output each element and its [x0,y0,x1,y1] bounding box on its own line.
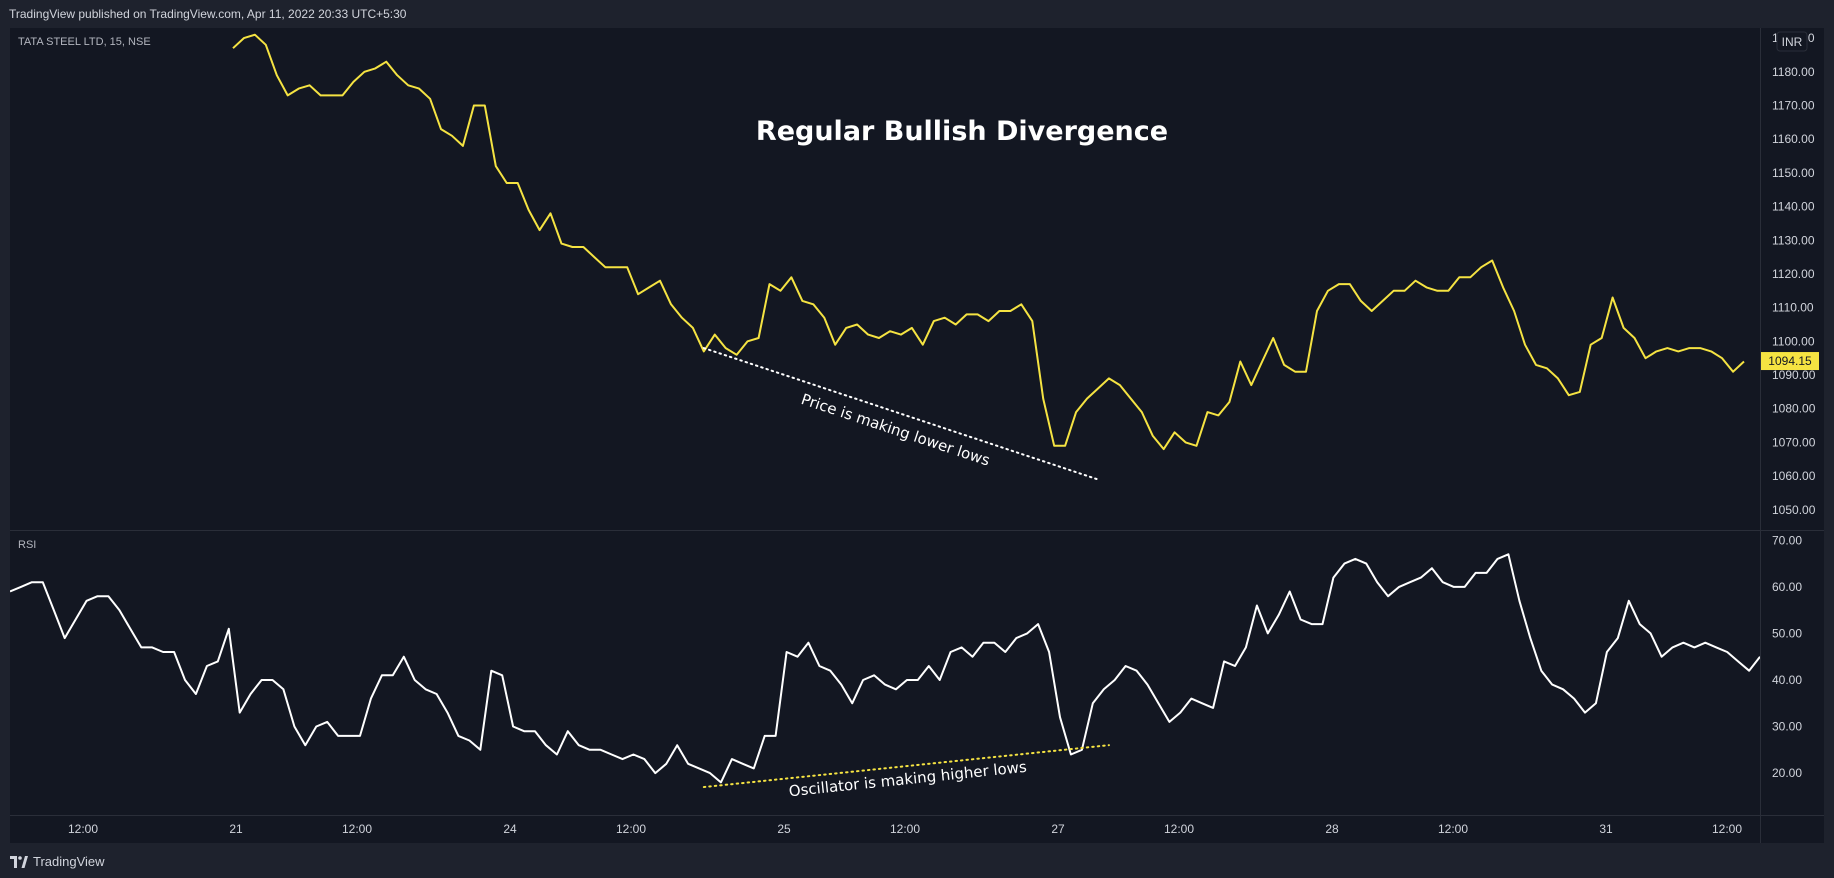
price-tick-label: 1090.00 [1772,368,1816,382]
last-price-label: 1094.15 [1768,354,1812,368]
time-tick-label: 28 [1325,822,1339,836]
tradingview-logo[interactable]: TradingView [10,854,105,869]
time-tick-label: 12:00 [342,822,372,836]
price-tick-label: 1150.00 [1772,166,1815,180]
price-axis[interactable] [1760,28,1824,815]
price-tick-label: 1130.00 [1772,233,1815,247]
time-tick-label: 27 [1051,822,1065,836]
time-tick-label: 12:00 [890,822,920,836]
price-tick-label: 1100.00 [1772,334,1815,348]
time-axis[interactable] [10,815,1824,843]
rsi-tick-label: 30.00 [1772,720,1802,734]
footer-brand-label: TradingView [33,854,105,869]
tradingview-logo-icon [10,855,28,868]
rsi-tick-label: 20.00 [1772,766,1802,780]
price-tick-label: 1070.00 [1772,435,1816,449]
time-tick-label: 12:00 [1438,822,1468,836]
price-tick-label: 1120.00 [1772,267,1815,281]
currency-badge-label: INR [1782,35,1803,49]
rsi-pane-label: RSI [18,539,36,551]
price-series[interactable] [232,33,1745,451]
chart-title: Regular Bullish Divergence [756,116,1168,147]
price-divergence-trendline[interactable] [702,347,1099,481]
footer-bar: TradingView [0,846,1834,878]
time-tick-label: 21 [229,822,243,836]
time-tick-label: 12:00 [1164,822,1194,836]
price-tick-label: 1160.00 [1772,132,1815,146]
time-tick-label: 25 [777,822,791,836]
price-pane[interactable] [10,28,1760,530]
rsi-divergence-trendline[interactable] [702,744,1110,789]
rsi-series[interactable] [9,553,1760,784]
time-tick-label: 12:00 [68,822,98,836]
rsi-line[interactable] [10,553,1760,784]
price-tick-label: 1140.00 [1772,200,1815,214]
publish-header: TradingView published on TradingView.com… [0,0,1834,28]
currency-badge[interactable] [1776,31,1808,52]
time-tick-label: 12:00 [1712,822,1742,836]
publish-info-text: TradingView published on TradingView.com… [9,7,407,21]
price-tick-label: 1170.00 [1772,98,1815,112]
price-tick-label: 1060.00 [1772,469,1816,483]
price-line[interactable] [232,33,1745,451]
rsi-tick-label: 60.00 [1772,580,1802,594]
time-tick-label: 24 [503,822,517,836]
price-tick-label: 1080.00 [1772,402,1816,416]
last-price-tag[interactable] [1761,352,1819,371]
price-tick-label: 1050.00 [1772,503,1816,517]
time-tick-label: 12:00 [616,822,646,836]
rsi-tick-label: 70.00 [1772,533,1802,547]
rsi-tick-label: 50.00 [1772,626,1802,640]
price-tick-label: 1110.00 [1772,301,1814,315]
rsi-tick-label: 40.00 [1772,673,1802,687]
symbol-label: TATA STEEL LTD, 15, NSE [18,36,151,48]
time-tick-label: 31 [1599,822,1613,836]
price-tick-label: 1180.00 [1772,65,1815,79]
